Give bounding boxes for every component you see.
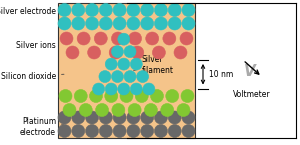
Circle shape — [60, 32, 73, 45]
Circle shape — [124, 71, 136, 83]
Circle shape — [181, 89, 194, 103]
Circle shape — [63, 104, 76, 116]
Circle shape — [168, 3, 181, 17]
Circle shape — [77, 32, 90, 45]
Circle shape — [120, 89, 133, 103]
Circle shape — [131, 46, 144, 59]
Circle shape — [99, 125, 112, 137]
Circle shape — [127, 17, 140, 30]
Circle shape — [94, 32, 107, 45]
Text: Platinum
electrode: Platinum electrode — [20, 117, 64, 137]
Circle shape — [182, 17, 195, 30]
Circle shape — [113, 125, 126, 137]
Circle shape — [136, 71, 148, 83]
Circle shape — [58, 3, 71, 17]
Circle shape — [99, 71, 111, 83]
Circle shape — [154, 125, 167, 137]
Circle shape — [113, 17, 126, 30]
Circle shape — [128, 104, 141, 116]
Circle shape — [168, 17, 181, 30]
Circle shape — [111, 32, 124, 45]
Circle shape — [88, 46, 100, 59]
Circle shape — [163, 32, 176, 45]
Circle shape — [177, 104, 190, 116]
Circle shape — [141, 3, 154, 17]
Circle shape — [166, 89, 179, 103]
Text: Silver electrode: Silver electrode — [0, 7, 64, 16]
Circle shape — [105, 83, 117, 95]
Text: 10 nm: 10 nm — [209, 70, 233, 79]
Circle shape — [109, 46, 122, 59]
Circle shape — [59, 89, 72, 103]
Circle shape — [127, 125, 140, 137]
Circle shape — [182, 111, 195, 124]
Circle shape — [58, 125, 71, 137]
Bar — [58, 3, 195, 138]
Circle shape — [66, 46, 79, 59]
Circle shape — [105, 89, 118, 103]
Circle shape — [72, 111, 85, 124]
Circle shape — [124, 46, 136, 58]
Circle shape — [151, 89, 164, 103]
Circle shape — [79, 104, 92, 116]
Circle shape — [85, 125, 99, 137]
Circle shape — [112, 104, 125, 116]
Circle shape — [144, 104, 158, 116]
Text: Silver
filament: Silver filament — [134, 55, 174, 75]
Circle shape — [234, 50, 270, 86]
Circle shape — [99, 3, 112, 17]
Circle shape — [72, 125, 85, 137]
Circle shape — [146, 32, 159, 45]
Circle shape — [127, 111, 140, 124]
Circle shape — [141, 125, 154, 137]
Circle shape — [118, 83, 130, 95]
Circle shape — [130, 58, 142, 70]
Text: Voltmeter: Voltmeter — [233, 90, 271, 99]
Circle shape — [127, 3, 140, 17]
Circle shape — [112, 46, 124, 58]
Circle shape — [113, 111, 126, 124]
Circle shape — [105, 58, 117, 70]
Text: Silicon dioxide: Silicon dioxide — [1, 72, 64, 81]
Circle shape — [143, 83, 155, 95]
Circle shape — [112, 71, 124, 83]
Circle shape — [118, 33, 130, 45]
Circle shape — [89, 89, 103, 103]
Circle shape — [96, 104, 109, 116]
Circle shape — [72, 3, 85, 17]
Circle shape — [180, 32, 193, 45]
Text: Silver ions: Silver ions — [16, 39, 64, 50]
Circle shape — [130, 83, 142, 95]
Circle shape — [93, 83, 105, 95]
Circle shape — [154, 3, 167, 17]
Circle shape — [182, 3, 195, 17]
Circle shape — [182, 125, 195, 137]
Circle shape — [74, 89, 87, 103]
Circle shape — [154, 17, 167, 30]
Circle shape — [58, 111, 71, 124]
Circle shape — [85, 111, 99, 124]
Circle shape — [141, 111, 154, 124]
Circle shape — [113, 3, 126, 17]
Circle shape — [168, 111, 181, 124]
Circle shape — [174, 46, 187, 59]
Circle shape — [99, 111, 112, 124]
Circle shape — [99, 17, 112, 30]
Circle shape — [85, 3, 99, 17]
Circle shape — [141, 17, 154, 30]
Circle shape — [154, 111, 167, 124]
Circle shape — [85, 17, 99, 30]
Circle shape — [152, 46, 165, 59]
Circle shape — [135, 89, 148, 103]
Text: V: V — [244, 64, 256, 78]
Circle shape — [58, 17, 71, 30]
Circle shape — [72, 17, 85, 30]
Circle shape — [168, 125, 181, 137]
Circle shape — [129, 32, 142, 45]
Circle shape — [161, 104, 174, 116]
Circle shape — [118, 58, 130, 70]
